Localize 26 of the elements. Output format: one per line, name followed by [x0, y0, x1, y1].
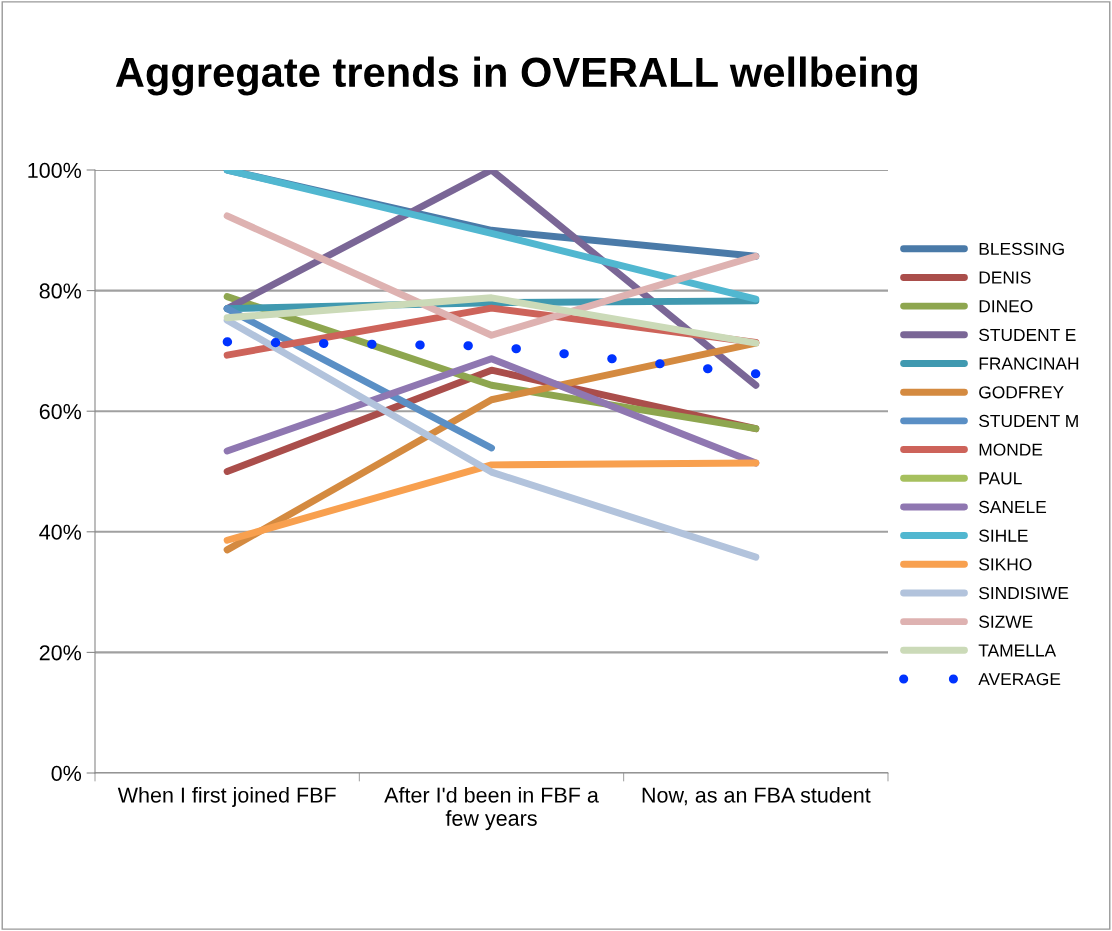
legend-label: DENIS [979, 271, 1031, 284]
legend-label: SIZWE [979, 615, 1033, 628]
legend-label: BLESSING [979, 242, 1064, 255]
legend-label: GODFREY [979, 386, 1064, 399]
y-tick-label: 100% [28, 162, 82, 179]
x-tick-label: Now, as an FBA student [642, 786, 871, 806]
legend-label: AVERAGE [978, 672, 1061, 686]
y-tick-label: 80% [39, 283, 82, 299]
y-tick-label: 40% [39, 524, 82, 540]
legend-label: TAMELLA [978, 644, 1057, 657]
chart-title: Aggregate trends in OVERALL wellbeing [115, 56, 917, 96]
legend-label: DINEO [979, 300, 1033, 313]
legend-label: SIKHO [979, 558, 1032, 571]
x-tick-label: After I'd been in FBF a few years [384, 786, 599, 831]
legend-label: SINDISIWE [979, 586, 1069, 600]
y-tick-label: 0% [51, 765, 82, 782]
legend-label: FRANCINAH [979, 357, 1079, 370]
legend-label: PAUL [979, 472, 1022, 485]
legend-label: SIHLE [979, 529, 1028, 542]
legend-label: STUDENT E [979, 328, 1076, 342]
legend-label: SANELE [979, 500, 1047, 514]
y-tick-label: 20% [39, 645, 82, 661]
legend-label: MONDE [979, 443, 1043, 456]
y-tick-label: 60% [39, 403, 82, 420]
legend-label: STUDENT M [979, 414, 1078, 428]
x-tick-label: When I first joined FBF [117, 786, 336, 807]
